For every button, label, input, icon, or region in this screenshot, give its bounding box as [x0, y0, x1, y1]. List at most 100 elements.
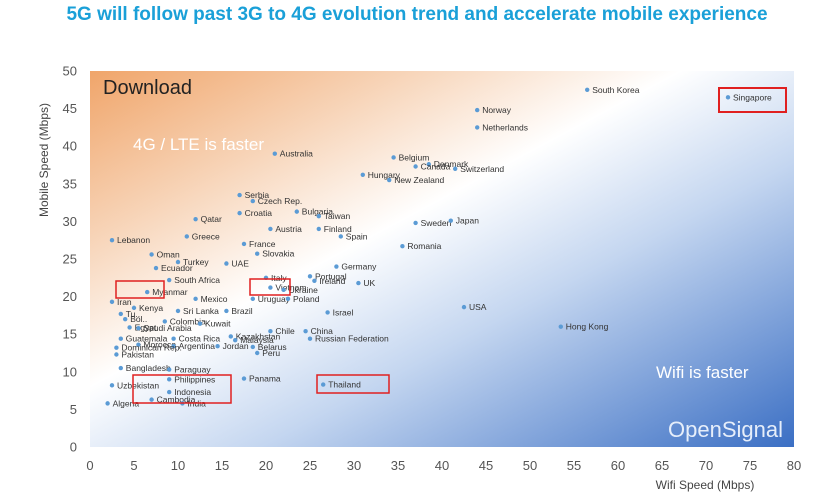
y-axis-label: Mobile Speed (Mbps) [37, 103, 51, 217]
data-point-canada [413, 164, 418, 169]
data-point-myanmar [145, 289, 150, 295]
data-point-oman [149, 252, 154, 257]
highlight-box-vietnam [249, 278, 291, 296]
axis-ticks: 0 5 10 15 20 25 30 35 40 45 50 55 60 65 70 75 80 0 5 10 15 20… [63, 64, 802, 474]
y-tick-label: 15 [63, 327, 77, 342]
point-label-lebanon: Lebanon [117, 235, 150, 245]
data-point-bulgaria [294, 209, 299, 214]
data-point-austria [268, 226, 273, 232]
data-point-spain [338, 234, 343, 239]
highlight-box-myanmar [115, 280, 165, 299]
data-point-vietnam [268, 285, 273, 290]
data-points: South Korea Singapore Norway Netherlands Aus… [105, 85, 772, 408]
data-point-israel [325, 310, 330, 315]
point-label-finland: Finland [324, 224, 352, 234]
data-point-ecuador [153, 265, 159, 271]
data-point-paraguay [167, 367, 172, 372]
point-label-brazil: Brazil [231, 306, 252, 316]
data-point-poland [285, 296, 291, 302]
x-tick-label: 15 [215, 458, 229, 473]
x-tick-label: 20 [259, 458, 273, 473]
point-label-hungary: Hungary [368, 170, 401, 180]
data-point-usa [461, 304, 467, 310]
point-label-spain: Spain [346, 231, 368, 241]
point-label-uruguay: Uruguay [258, 294, 291, 304]
data-point-china [303, 328, 308, 334]
data-point-iran [109, 299, 115, 305]
x-tick-label: 5 [130, 458, 137, 473]
point-label-philippines: Philippines [174, 374, 215, 384]
point-label-tu: Tu.. [126, 309, 140, 319]
x-tick-label: 80 [787, 458, 801, 473]
data-point-ukraine [281, 287, 286, 293]
point-label-singapore: Singapore [733, 92, 772, 102]
data-point-lebanon [109, 238, 115, 243]
point-label-colombia: Colombia [170, 316, 206, 326]
point-label-egypt: Egypt [135, 322, 157, 332]
data-point-uk [356, 280, 361, 286]
point-label-argentina: Argentina [179, 341, 216, 351]
x-tick-label: 55 [567, 458, 581, 473]
point-label-sri-lanka: Sri Lanka [183, 306, 219, 316]
data-point-malaysia [233, 338, 238, 343]
point-label-italy: Italy [271, 273, 287, 283]
point-label-south-africa: South Africa [174, 275, 220, 285]
data-point-jordan [215, 344, 220, 349]
point-label-usa: USA [469, 302, 487, 312]
data-point-russian-federation [307, 336, 313, 341]
data-point-denmark [426, 162, 431, 167]
point-label-hong-kong: Hong Kong [566, 322, 609, 332]
point-label-pakistan: Pakistan [121, 350, 154, 360]
data-point-kuwait [197, 321, 203, 326]
point-label-china: China [311, 326, 333, 336]
point-label-panama: Panama [249, 374, 281, 384]
data-point-philippines [167, 377, 172, 382]
x-tick-label: 0 [86, 458, 93, 473]
y-tick-label: 5 [70, 402, 77, 417]
highlight-box-sea-cluster [132, 374, 232, 404]
point-label-greece: Greece [192, 231, 220, 241]
point-label-portugal: Portugal [315, 271, 347, 281]
point-label-sweden: Sweden [421, 218, 452, 228]
data-point-netherlands [475, 125, 480, 130]
data-point-ireland [312, 278, 317, 284]
y-tick-label: 35 [63, 176, 77, 191]
download-annotation: Download [103, 77, 192, 99]
data-point-dominican-rep [114, 345, 119, 350]
data-point-new-zealand [387, 177, 392, 183]
plot-background [90, 71, 794, 447]
y-tick-label: 0 [70, 440, 77, 455]
point-label-bulgaria: Bulgaria [302, 207, 333, 217]
data-point-czech-rep [250, 198, 255, 204]
point-label-peru: Peru [262, 348, 280, 358]
point-label-austria: Austria [275, 224, 302, 234]
data-point-argentina [171, 344, 176, 349]
point-label-israel: Israel [333, 307, 354, 317]
data-point-norway [475, 107, 480, 113]
point-label-new-zealand: New Zealand [394, 175, 444, 185]
data-point-belarus [250, 344, 255, 350]
lte-faster-annotation: 4G / LTE is faster [133, 135, 264, 154]
data-point-tu [118, 311, 124, 317]
point-label-south-korea: South Korea [592, 85, 640, 95]
data-point-switzerland [453, 166, 458, 171]
data-point-egypt [127, 325, 132, 330]
highlight-box-thailand [316, 374, 390, 394]
brand-logo: OpenSignal [668, 417, 783, 442]
data-point-singapore [725, 95, 731, 100]
wifi-faster-annotation: Wifi is faster [656, 363, 749, 382]
point-label-bol: Bol.. [130, 314, 147, 324]
point-label-algeria: Algeria [113, 398, 140, 408]
chart-title: 5G will follow past 3G to 4G evolution t… [66, 4, 768, 25]
point-label-uae: UAE [231, 259, 249, 269]
point-label-belgium: Belgium [399, 152, 430, 162]
point-label-kenya: Kenya [139, 303, 163, 313]
point-label-oman: Oman [157, 249, 180, 259]
data-point-greece [184, 234, 189, 239]
point-label-netherlands: Netherlands [482, 122, 528, 132]
point-label-uk: UK [363, 278, 375, 288]
data-point-kenya [131, 305, 137, 311]
point-label-thailand: Thailand [328, 380, 361, 390]
point-label-romania: Romania [407, 241, 441, 251]
